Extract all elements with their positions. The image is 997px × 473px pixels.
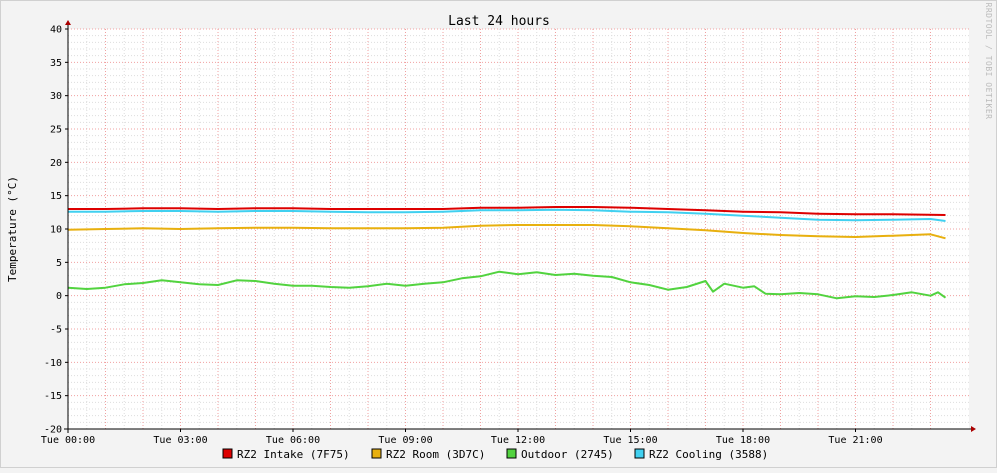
y-axis-label: Temperature (°C) <box>6 176 19 282</box>
y-tick-label: 35 <box>50 58 62 69</box>
x-axis-arrow <box>971 426 976 432</box>
watermark: RRDTOOL / TOBI OETIKER <box>984 3 993 120</box>
series-line-2 <box>67 270 947 300</box>
series-line-3 <box>68 208 946 222</box>
x-tick-label: Tue 06:00 <box>266 435 320 446</box>
series-lines <box>67 206 947 300</box>
x-tick-label: Tue 00:00 <box>41 435 95 446</box>
legend-label-3: RZ2 Cooling (3588) <box>649 448 768 461</box>
x-tick-label: Tue 12:00 <box>491 435 545 446</box>
y-tick-label: 5 <box>56 258 62 269</box>
y-tick-label: 25 <box>50 125 62 136</box>
legend-label-2: Outdoor (2745) <box>521 448 614 461</box>
legend: RZ2 Intake (7F75) RZ2 Room (3D7C) Outdoor … <box>222 448 768 461</box>
legend-label-1: RZ2 Room (3D7C) <box>386 448 485 461</box>
legend-label-0: RZ2 Intake (7F75) <box>237 448 350 461</box>
y-tick-label: -15 <box>44 391 62 402</box>
legend-swatch-1 <box>371 448 382 459</box>
y-tick-label: 10 <box>50 225 62 236</box>
y-tick-label: 20 <box>50 158 62 169</box>
y-tick-label: -5 <box>50 325 62 336</box>
x-tick-label: Tue 18:00 <box>716 435 770 446</box>
y-tick-label: 30 <box>50 91 62 102</box>
series-line-0 <box>68 206 946 216</box>
x-tick-label: Tue 21:00 <box>828 435 882 446</box>
y-tick-label: -20 <box>44 425 62 436</box>
x-tick-label: Tue 03:00 <box>153 435 207 446</box>
y-axis-arrow <box>65 20 71 25</box>
y-tick-label: 0 <box>56 291 62 302</box>
y-tick-label: 40 <box>50 25 62 36</box>
legend-swatch-3 <box>634 448 645 459</box>
legend-swatch-0 <box>222 448 233 459</box>
chart-title: Last 24 hours <box>448 14 550 29</box>
x-tick-label: Tue 09:00 <box>378 435 432 446</box>
legend-swatch-2 <box>506 448 517 459</box>
y-tick-label: -10 <box>44 358 62 369</box>
series-line-1 <box>67 224 946 240</box>
y-tick-label: 15 <box>50 191 62 202</box>
x-tick-label: Tue 15:00 <box>603 435 657 446</box>
